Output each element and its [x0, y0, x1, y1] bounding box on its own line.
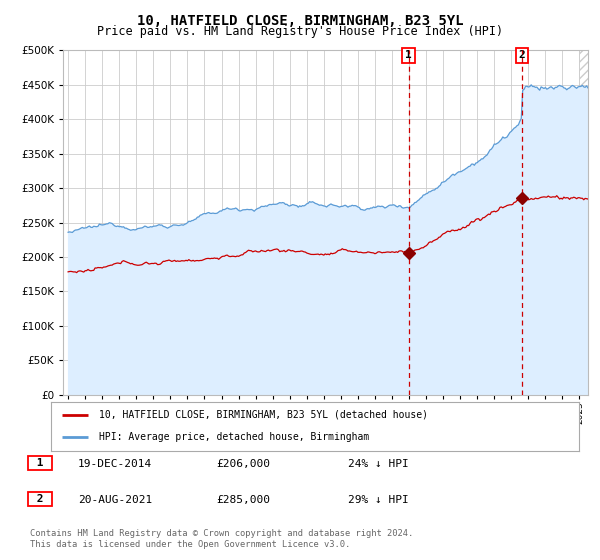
Text: 29% ↓ HPI: 29% ↓ HPI	[348, 495, 409, 505]
Text: 10, HATFIELD CLOSE, BIRMINGHAM, B23 5YL (detached house): 10, HATFIELD CLOSE, BIRMINGHAM, B23 5YL …	[98, 410, 428, 420]
Text: 24% ↓ HPI: 24% ↓ HPI	[348, 459, 409, 469]
Text: 19-DEC-2014: 19-DEC-2014	[78, 459, 152, 469]
Text: Contains HM Land Registry data © Crown copyright and database right 2024.
This d: Contains HM Land Registry data © Crown c…	[30, 529, 413, 549]
Text: £206,000: £206,000	[216, 459, 270, 469]
Text: £285,000: £285,000	[216, 495, 270, 505]
Text: 2: 2	[519, 50, 526, 60]
Text: 10, HATFIELD CLOSE, BIRMINGHAM, B23 5YL: 10, HATFIELD CLOSE, BIRMINGHAM, B23 5YL	[137, 14, 463, 28]
Text: HPI: Average price, detached house, Birmingham: HPI: Average price, detached house, Birm…	[98, 432, 369, 442]
Text: 2: 2	[30, 494, 50, 504]
Text: 1: 1	[30, 458, 50, 468]
Text: Price paid vs. HM Land Registry's House Price Index (HPI): Price paid vs. HM Land Registry's House …	[97, 25, 503, 38]
Text: 1: 1	[405, 50, 412, 60]
Text: 20-AUG-2021: 20-AUG-2021	[78, 495, 152, 505]
